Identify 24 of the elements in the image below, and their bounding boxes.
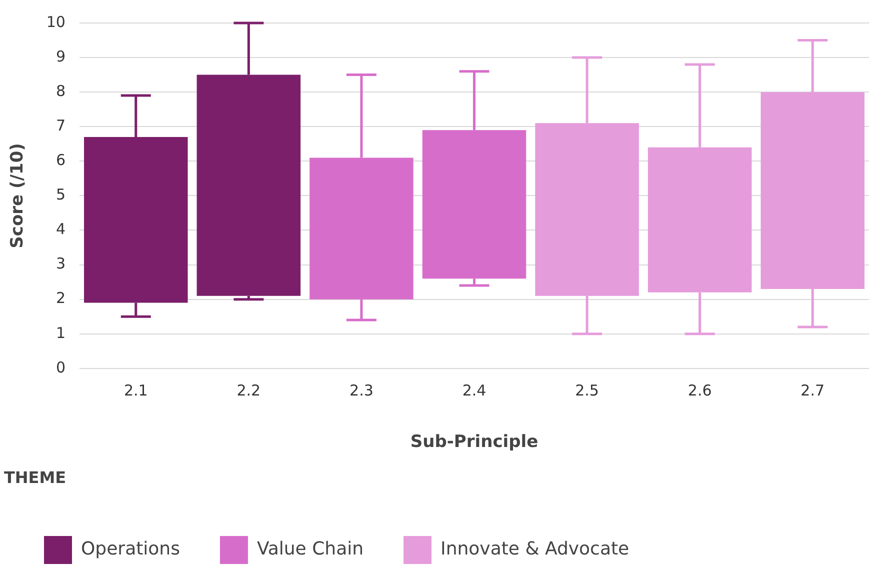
x-tick-label: 2.1 — [124, 381, 148, 400]
y-tick-label: 0 — [56, 358, 66, 376]
y-tick-label: 8 — [56, 82, 66, 100]
y-tick-label: 5 — [56, 186, 66, 204]
y-tick-label: 1 — [56, 324, 66, 342]
x-axis-title: Sub-Principle — [410, 432, 538, 452]
y-tick-label: 10 — [46, 12, 66, 31]
y-tick-label: 2 — [56, 289, 66, 308]
legend-label: Innovate & Advocate — [440, 538, 630, 560]
y-tick-label: 9 — [56, 47, 66, 66]
x-tick-label: 2.2 — [236, 381, 261, 400]
y-axis-title: Score (/10) — [8, 143, 28, 248]
x-tick-label: 2.4 — [462, 381, 486, 400]
legend-label: Value Chain — [256, 538, 364, 560]
legend-label: Operations — [81, 538, 180, 560]
x-tick-label: 2.3 — [350, 381, 374, 400]
y-tick-label: 6 — [56, 151, 66, 170]
y-tick-label: 7 — [56, 116, 66, 135]
x-tick-label: 2.6 — [688, 381, 712, 400]
y-tick-label: 3 — [56, 254, 66, 273]
y-tick-label: 4 — [56, 220, 66, 238]
x-tick-label: 2.5 — [575, 381, 599, 400]
legend-title: THEME — [4, 468, 66, 487]
x-tick-label: 2.7 — [800, 381, 825, 400]
